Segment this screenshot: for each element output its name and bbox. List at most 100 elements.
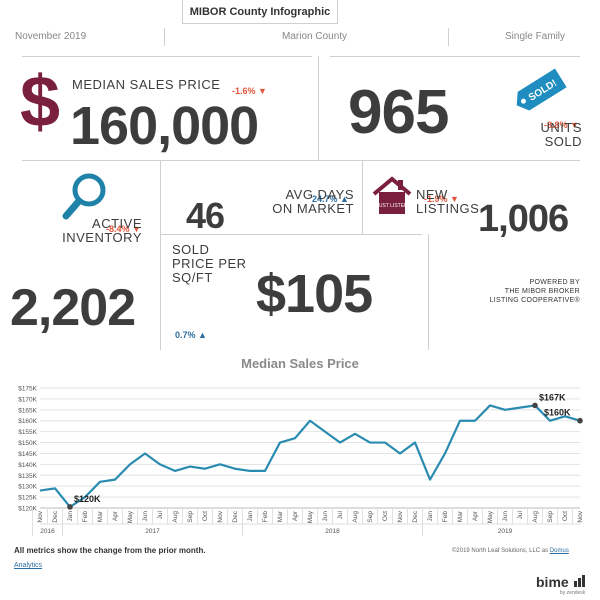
units-sold-change: -8.8% ▼ [544,120,579,130]
county-name: Marion County [282,31,348,42]
median-sales-price-chart: $120K $125K $130K $135K $140K $145K $150K $155K… [18,386,584,536]
median-sales-price-value: 160,000 [70,96,259,156]
powered-by-line1: POWERED BY [529,279,580,286]
x-tick-label: Nov [397,510,404,522]
x-tick-label: Dec [52,510,59,522]
active-inventory-label-line1: ACTIVE [92,216,142,231]
x-tick-label: May [127,510,134,523]
domus-link[interactable]: Domus [549,548,569,554]
x-tick-label: Jun [142,511,149,522]
x-tick-label: Aug [532,511,539,523]
bime-logo: bime [536,574,585,590]
x-tick-label: Nov [577,510,584,522]
y-tick-label: $125K [18,495,37,502]
bime-logo-sub: by zendesk [560,590,586,596]
copyright-label: ©2019 North Leaf Solutions, LLC as [452,548,549,554]
powered-by-line2: THE MIBOR BROKER [504,288,580,295]
grid-divider [330,56,580,57]
price-per-sqft-label: SOLD PRICE PER SQ/FT [172,243,247,285]
x-tick-label: Dec [232,510,239,522]
price-per-sqft-value: $105 [256,264,373,324]
sold-tag-icon: SOLD! [516,68,567,111]
bime-logo-text: bime [536,574,569,590]
new-listings-label-line1: NEW [416,187,448,202]
x-tick-label: Apr [112,510,119,521]
active-inventory-value: 2,202 [10,279,136,337]
x-tick-label: Sep [187,511,194,523]
y-tick-label: $130K [18,484,37,491]
year-label: 2016 [40,528,55,535]
report-month: November 2019 [15,31,87,42]
grid-divider [428,234,429,350]
x-tick-label: Feb [442,511,449,523]
x-tick-label: Mar [457,510,464,522]
just-listed-text: JUST LISTED [376,203,408,209]
grid-divider [160,160,161,350]
price-per-sqft-label-line2: PRICE PER [172,256,247,271]
y-tick-label: $155K [18,429,37,436]
avg-days-value: 46 [186,195,225,236]
grid-divider [318,56,319,160]
x-tick-label: Aug [352,511,359,523]
x-tick-label: Nov [217,510,224,522]
units-sold-label: UNITS SOLD [538,121,582,149]
avg-days-label-line2: ON MARKET [272,201,354,216]
grid-divider [22,160,580,161]
y-tick-label: $145K [18,451,37,458]
header-divider [448,28,449,46]
powered-by-note: POWERED BY THE MIBOR BROKER LISTING COOP… [470,278,580,305]
median-sales-price-label: MEDIAN SALES PRICE [72,77,221,92]
data-point [577,417,583,424]
x-tick-label: Apr [292,510,299,521]
x-tick-label: Feb [262,511,269,523]
copyright-text: ©2019 North Leaf Solutions, LLC as Domus [452,548,569,554]
data-label: $160K [544,408,571,418]
new-listings-value: 1,006 [478,198,569,240]
data-label: $167K [539,392,566,402]
x-tick-label: Oct [202,511,209,521]
year-label: 2018 [325,528,340,535]
units-sold-value: 965 [348,78,449,147]
y-tick-label: $120K [18,506,37,513]
dollar-icon: $ [20,62,61,142]
x-tick-label: May [487,510,494,523]
powered-by-line3: LISTING COOPERATIVE® [489,297,580,304]
magnifier-icon [62,173,106,220]
x-tick-label: Jul [517,510,524,519]
x-tick-label: Sep [547,511,554,523]
x-tick-label: Jul [157,510,164,519]
header-divider [164,28,165,46]
active-inventory-change: -8.4% ▼ [106,224,141,234]
y-tick-label: $140K [18,462,37,469]
units-sold-label-line2: SOLD [544,134,582,149]
analytics-link[interactable]: Analytics [14,562,43,569]
avg-days-change: 24.7% ▲ [312,194,349,204]
x-tick-label: Jun [322,511,329,522]
median-sales-price-change: -1.6% ▼ [232,86,267,96]
x-tick-label: Feb [82,511,89,523]
year-label: 2019 [498,528,513,535]
grid-divider [160,234,422,235]
price-per-sqft-change: 0.7% ▲ [175,330,207,340]
property-type: Single Family [505,31,566,42]
x-tick-label: Jan [247,511,254,522]
x-tick-label: Oct [562,511,569,521]
new-listings-label: NEW LISTINGS [416,188,479,216]
x-tick-label: Jun [502,511,509,522]
x-tick-label: Sep [367,511,374,523]
x-tick-label: Jan [427,511,434,522]
grid-divider [22,56,312,57]
y-tick-label: $135K [18,473,37,480]
price-per-sqft-label-line1: SOLD [172,242,210,257]
infographic-title: MIBOR County Infographic [182,0,338,24]
house-listed-icon: JUST LISTED [372,176,412,214]
y-tick-label: $170K [18,396,37,403]
series-line [39,404,581,509]
avg-days-label-line1: AVG DAYS [285,187,354,202]
x-tick-label: Aug [172,511,179,523]
y-tick-label: $160K [18,418,37,425]
new-listings-label-line2: LISTINGS [416,201,480,216]
new-listings-change: -1.9% ▼ [424,194,459,204]
x-tick-label: Mar [277,510,284,522]
y-tick-label: $175K [18,386,37,393]
